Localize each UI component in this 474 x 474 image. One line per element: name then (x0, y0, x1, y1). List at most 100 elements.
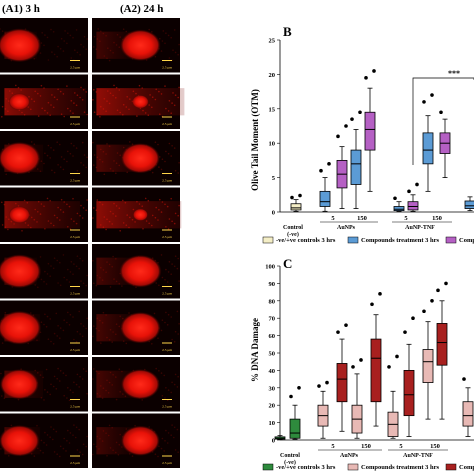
speckle (53, 96, 56, 98)
speckle (173, 341, 176, 343)
y-tick-label: 30 (269, 385, 276, 392)
x-sub-label: 5 (399, 443, 403, 450)
speckle (92, 378, 94, 380)
speckle (170, 112, 172, 114)
speckle (124, 395, 127, 398)
speckle (160, 50, 163, 52)
outlier-point (358, 110, 362, 115)
comet-image: 2.5 μm (0, 74, 88, 129)
speckle (165, 311, 167, 314)
speckle (86, 199, 88, 201)
speckle (105, 432, 107, 435)
speckle (165, 268, 167, 271)
speckle (100, 224, 102, 226)
panel-c-chart: C % DNA Damage 0 10 20 30 40 50 60 70 80 90 100 5 15… (250, 256, 474, 471)
speckle (4, 311, 7, 314)
comet-head (0, 141, 41, 175)
panel-c-boxes (274, 281, 474, 441)
y-tick-label: 60 (269, 333, 276, 340)
scale-bar: 2.5 μm (162, 455, 172, 465)
speckle (66, 85, 68, 87)
outlier-point (430, 93, 434, 97)
speckle (3, 397, 6, 400)
speckle (64, 30, 66, 32)
legend-item: -ve/+ve controls 3 hrs (262, 463, 336, 471)
speckle (115, 398, 118, 401)
speckle (126, 214, 128, 216)
speckle (106, 143, 108, 145)
x-sub-label: 150 (432, 215, 442, 222)
speckle (158, 166, 160, 168)
speckle (105, 389, 107, 392)
speckle (119, 154, 121, 157)
outlier-point (351, 365, 355, 369)
scale-bar: 2.5 μm (70, 286, 80, 296)
speckle (92, 260, 94, 262)
speckle (108, 220, 111, 223)
x-sub-label: 5 (331, 215, 335, 222)
speckle (172, 49, 174, 51)
speckle (69, 271, 72, 273)
speckle (50, 265, 52, 267)
speckle (164, 397, 166, 399)
speckle (103, 216, 106, 218)
scale-bar-label: 2.5 μm (162, 405, 172, 409)
speckle (67, 429, 69, 432)
speckle (122, 114, 124, 116)
panel-c-letter: C (283, 256, 292, 271)
speckle (173, 436, 175, 439)
speckle (56, 335, 58, 337)
speckle (170, 391, 172, 394)
comet-head (120, 143, 160, 174)
speckle (78, 386, 80, 388)
speckle (36, 424, 38, 427)
legend-swatch (262, 463, 274, 471)
box-body (422, 349, 434, 383)
speckle (39, 170, 42, 173)
x-group-label: Control (283, 225, 303, 231)
speckle (82, 282, 85, 285)
speckle (73, 263, 75, 265)
speckle (51, 169, 53, 172)
speckle (101, 161, 104, 163)
speckle (0, 395, 3, 397)
box-body (290, 203, 302, 211)
outlier-point (439, 110, 443, 115)
speckle (47, 101, 50, 104)
scale-bar: 2.5 μm (162, 342, 172, 352)
speckle (174, 94, 177, 96)
speckle (55, 312, 58, 315)
speckle (102, 150, 105, 153)
speckle (163, 374, 165, 377)
speckle (144, 112, 147, 114)
speckle (72, 197, 74, 200)
speckle (93, 282, 95, 285)
comet-head (8, 93, 31, 111)
speckle (59, 445, 62, 448)
box-mark (351, 358, 363, 439)
speckle (115, 86, 118, 89)
panel-a-micrographs: (A1) 3 h (A2) 24 h 2.5 μm 2.5 μm2.5 μm 2.5… (0, 3, 185, 468)
box-body (422, 132, 434, 165)
speckle (178, 323, 180, 325)
speckle (129, 216, 131, 219)
speckle (122, 222, 125, 224)
scale-bar-label: 2.5 μm (162, 179, 172, 183)
speckle (75, 383, 78, 386)
speckle (73, 220, 75, 223)
speckle (39, 256, 42, 258)
speckle (43, 162, 45, 165)
speckle (50, 222, 52, 225)
speckle (82, 164, 85, 166)
speckle (44, 389, 46, 391)
y-tick-label: 5 (272, 175, 276, 182)
speckle (46, 36, 49, 39)
outlier-point (336, 134, 340, 139)
y-tick-label: 50 (269, 351, 276, 358)
speckle (85, 445, 87, 448)
speckle (171, 220, 173, 223)
speckle (34, 208, 36, 211)
speckle (36, 221, 38, 223)
speckle (86, 274, 88, 277)
outlier-point (378, 292, 382, 296)
